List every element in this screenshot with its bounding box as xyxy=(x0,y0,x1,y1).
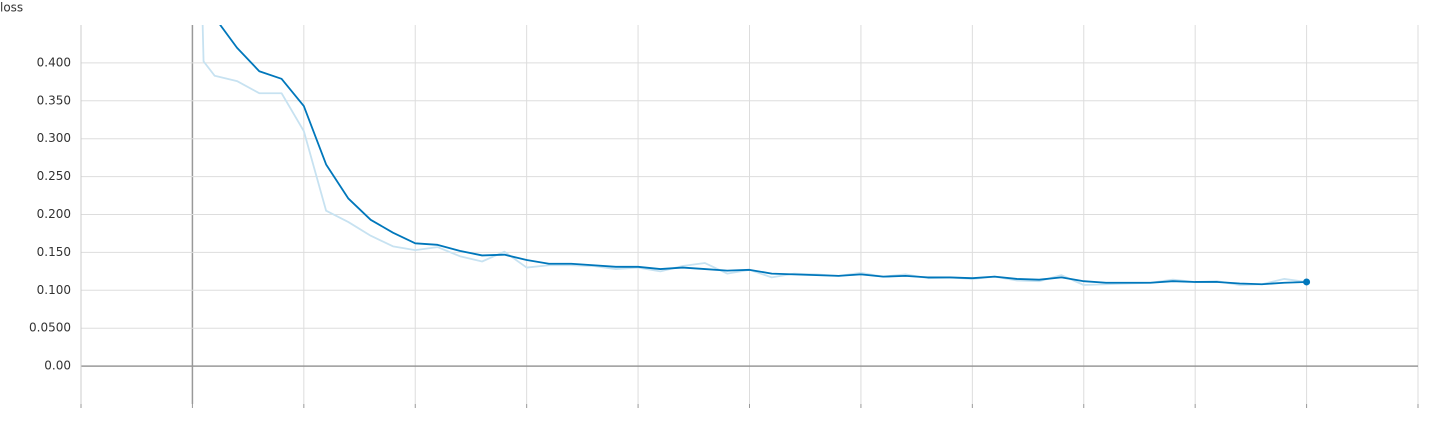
y-tick-label: 0.400 xyxy=(37,55,71,69)
y-tick-label: 0.250 xyxy=(37,169,71,183)
series-line xyxy=(201,25,1307,286)
y-tick-label: 0.200 xyxy=(37,207,71,221)
plot-area xyxy=(201,25,1311,286)
y-tick-label: 0.0500 xyxy=(29,321,71,335)
y-axis-label: loss xyxy=(0,1,23,15)
y-tick-label: 0.300 xyxy=(37,131,71,145)
y-tick-label: 0.00 xyxy=(44,359,71,373)
y-tick-label: 0.350 xyxy=(37,93,71,107)
y-tick-label: 0.100 xyxy=(37,283,71,297)
y-tick-label: 0.150 xyxy=(37,245,71,259)
series-line xyxy=(219,25,1307,286)
end-marker xyxy=(1303,278,1311,286)
